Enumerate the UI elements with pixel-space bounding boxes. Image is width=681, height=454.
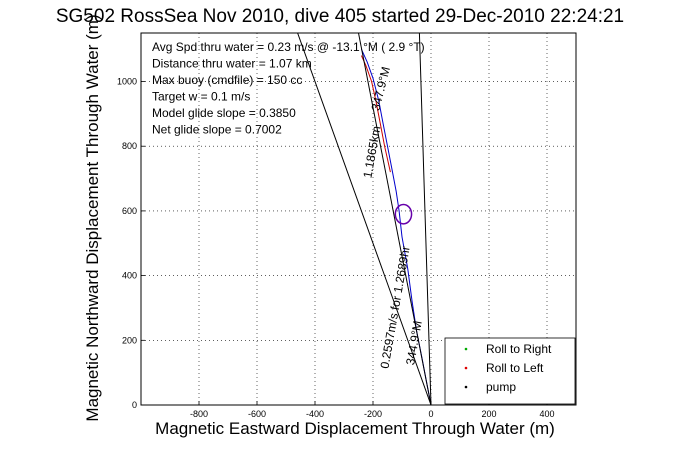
stat-line: Model glide slope = 0.3850: [152, 106, 296, 120]
y-axis-label: Magnetic Northward Displacement Through …: [83, 14, 102, 421]
stat-line: Net glide slope = 0.7002: [152, 123, 282, 137]
stats-block: Avg Spd thru water = 0.23 m/s @ -13.1 °M…: [152, 40, 425, 137]
legend-marker: [464, 366, 468, 370]
stat-line: Max buoy (cmdfile) = 150 cc: [152, 73, 302, 87]
x-tick-label: -800: [190, 409, 208, 419]
y-tick-label: 200: [122, 335, 137, 345]
track-loop: [394, 203, 413, 225]
y-tick-label: 0: [132, 400, 137, 410]
y-ticks: 0 200 400 600 800 1000: [117, 77, 145, 410]
legend-label: Roll to Left: [486, 361, 544, 375]
legend-label: Roll to Right: [486, 342, 552, 356]
legend-marker: [464, 385, 468, 389]
series-line-3: [418, 33, 432, 405]
x-tick-label: 200: [481, 409, 496, 419]
series-line-4: [358, 33, 432, 405]
y-tick-label: 400: [122, 271, 137, 281]
data-layer: [297, 33, 432, 405]
plot-frame: [140, 32, 577, 406]
y-tick-label: 1000: [117, 77, 137, 87]
stat-line: Avg Spd thru water = 0.23 m/s @ -13.1 °M…: [152, 40, 425, 54]
series-line-1: [360, 55, 391, 173]
legend-marker: [464, 347, 468, 351]
legend: Roll to Right Roll to Left pump: [444, 337, 576, 405]
x-tick-label: 0: [428, 409, 433, 419]
stat-line: Target w = 0.1 m/s: [152, 90, 250, 104]
x-tick-label: -400: [306, 409, 324, 419]
x-axis-label: Magnetic Eastward Displacement Through W…: [155, 419, 555, 438]
series-line-2: [297, 33, 432, 405]
x-tick-label: -600: [248, 409, 266, 419]
stat-line: Distance thru water = 1.07 km: [152, 57, 312, 71]
y-tick-label: 600: [122, 206, 137, 216]
legend-label: pump: [486, 380, 516, 394]
y-tick-label: 800: [122, 141, 137, 151]
x-tick-label: -200: [364, 409, 382, 419]
x-ticks: -800 -600 -400 -200 0 200 400: [190, 401, 555, 419]
chart-title: SG502 RossSea Nov 2010, dive 405 started…: [56, 6, 624, 27]
x-tick-label: 400: [539, 409, 554, 419]
